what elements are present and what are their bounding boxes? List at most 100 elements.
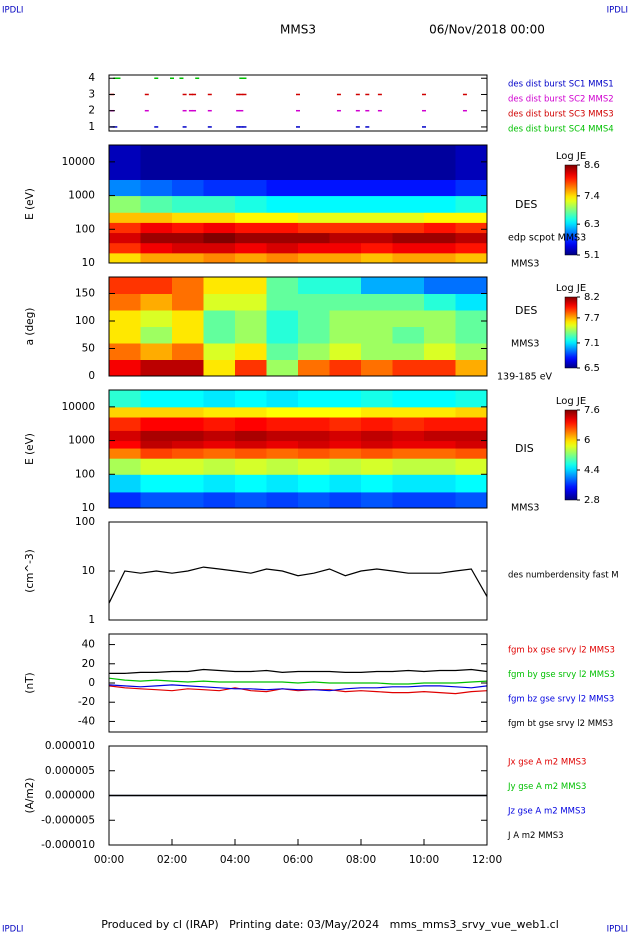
spectrogram-cell bbox=[266, 448, 299, 459]
y-tick-label: 10 bbox=[82, 565, 95, 577]
colorbar-label: Log JE bbox=[556, 396, 586, 407]
legend-entry: Jz gse A m2 MMS3 bbox=[507, 807, 586, 817]
spectrogram-cell bbox=[455, 430, 488, 442]
spectrogram-cell bbox=[109, 252, 141, 264]
colorbar-tick-label: 6 bbox=[584, 435, 590, 446]
spectrogram-cell bbox=[361, 195, 393, 213]
y-tick-label: -40 bbox=[78, 715, 95, 727]
spectrogram-cell bbox=[392, 390, 425, 408]
series-line bbox=[108, 684, 488, 692]
colorbar-tick-label: 7.1 bbox=[584, 338, 600, 349]
spectrogram-cell bbox=[361, 277, 393, 294]
spectrogram-cell bbox=[235, 232, 267, 244]
y-tick-label: 1 bbox=[88, 121, 95, 133]
spectrogram-cell bbox=[203, 458, 236, 475]
spectrogram-cell bbox=[140, 491, 173, 509]
spectrogram-cell bbox=[361, 326, 393, 344]
spectrogram-cell bbox=[203, 343, 236, 360]
y-tick-label: 20 bbox=[82, 658, 95, 670]
spectrogram-cell bbox=[266, 417, 299, 431]
spectrogram-cell bbox=[298, 406, 330, 418]
colorbar-tick-label: 2.8 bbox=[584, 495, 600, 506]
panel: 1 10 100 (cm^-3) des numberdensity fast M bbox=[24, 516, 619, 626]
spectrogram-cell bbox=[329, 310, 362, 327]
side-label: MMS3 bbox=[511, 339, 539, 350]
spectrogram-cell bbox=[455, 179, 488, 197]
panel-frame bbox=[108, 389, 488, 509]
spectrogram-cell bbox=[298, 430, 330, 442]
panel-frame bbox=[108, 144, 488, 264]
y-tick-label: 10000 bbox=[62, 401, 95, 413]
spectrogram-cell bbox=[392, 277, 425, 294]
spectrogram-cell bbox=[424, 430, 456, 442]
spectrogram-cell bbox=[329, 145, 362, 180]
spectrogram-cell bbox=[203, 212, 236, 223]
spectrogram-cell bbox=[329, 474, 362, 493]
spectrogram-cell bbox=[392, 179, 425, 197]
x-tick-label: 06:00 bbox=[283, 854, 313, 866]
y-tick-label: 4 bbox=[88, 72, 95, 84]
y-tick-label: 10 bbox=[82, 502, 95, 514]
y-tick-label: -20 bbox=[78, 696, 95, 708]
spectrogram-cell bbox=[361, 222, 393, 234]
legend-entry: J A m2 MMS3 bbox=[507, 831, 564, 841]
x-tick-label: 02:00 bbox=[157, 854, 187, 866]
spectrogram-cell bbox=[140, 430, 173, 442]
spectrogram-cell bbox=[235, 417, 267, 431]
spectrogram-cell bbox=[392, 474, 425, 493]
y-tick-label: 0 bbox=[88, 370, 95, 382]
date: 06/Nov/2018 00:00 bbox=[429, 23, 545, 37]
spectrogram-cell bbox=[203, 448, 236, 459]
y-tick-label: 2 bbox=[88, 105, 95, 117]
spectrogram-cell bbox=[455, 145, 488, 180]
spectrogram-cell bbox=[266, 359, 299, 377]
spectrogram-cell bbox=[329, 252, 362, 264]
legend-entry: fgm bt gse srvy l2 MMS3 bbox=[508, 719, 613, 729]
spectrogram-cell bbox=[266, 195, 299, 213]
y-axis-label: (nT) bbox=[24, 672, 36, 693]
spectrogram-cell bbox=[424, 310, 456, 327]
spectrogram-cell bbox=[424, 440, 456, 449]
spectrogram-cell bbox=[266, 222, 299, 234]
spectrogram-cell bbox=[329, 222, 362, 234]
spectrogram-cell bbox=[140, 390, 173, 408]
spectrogram-cell bbox=[298, 293, 330, 311]
spectrogram-cell bbox=[109, 145, 141, 180]
spectrogram-cell bbox=[298, 145, 330, 180]
spectrogram-cell bbox=[235, 474, 267, 493]
spectrogram-cell bbox=[455, 277, 488, 294]
spectrogram-cell bbox=[203, 390, 236, 408]
spectrogram-cell bbox=[424, 448, 456, 459]
spectrogram-cell bbox=[266, 390, 299, 408]
spectrogram-cell bbox=[235, 145, 267, 180]
spectrogram-cell bbox=[235, 179, 267, 197]
spectrogram-cell bbox=[109, 406, 141, 418]
spectrogram-cell bbox=[266, 440, 299, 449]
spectrogram-cell bbox=[266, 326, 299, 344]
y-axis-label: E (eV) bbox=[24, 433, 36, 465]
y-tick-label: 100 bbox=[75, 315, 95, 327]
legend-entry: Jy gse A m2 MMS3 bbox=[507, 782, 586, 792]
legend-entry: Jx gse A m2 MMS3 bbox=[507, 758, 586, 768]
spectrogram-cell bbox=[203, 252, 236, 264]
spectrogram-cell bbox=[109, 491, 141, 509]
spectrogram-cell bbox=[203, 491, 236, 509]
spectrogram-cell bbox=[424, 359, 456, 377]
spectrogram-cell bbox=[266, 343, 299, 360]
spectrogram-cell bbox=[424, 195, 456, 213]
spectrogram-cell bbox=[361, 390, 393, 408]
spectrogram-cell bbox=[235, 293, 267, 311]
spectrogram-cell bbox=[140, 232, 173, 244]
spectrogram-cell bbox=[235, 406, 267, 418]
y-tick-label: 0.000005 bbox=[45, 765, 95, 777]
colorbar-label: Log JE bbox=[556, 151, 586, 162]
spectrogram-cell bbox=[172, 277, 204, 294]
spectrogram-cell bbox=[298, 417, 330, 431]
panel: Log JE 2.8 4.4 6 7.6 10 100 1000 10000 E (eV) DIS M… bbox=[24, 389, 600, 514]
spectrogram-cell bbox=[329, 458, 362, 475]
spectrogram-cell bbox=[424, 343, 456, 360]
spectrogram-cell bbox=[235, 359, 267, 377]
spectrogram-cell bbox=[235, 390, 267, 408]
spectrogram-cell bbox=[455, 343, 488, 360]
spectrogram-cell bbox=[298, 440, 330, 449]
